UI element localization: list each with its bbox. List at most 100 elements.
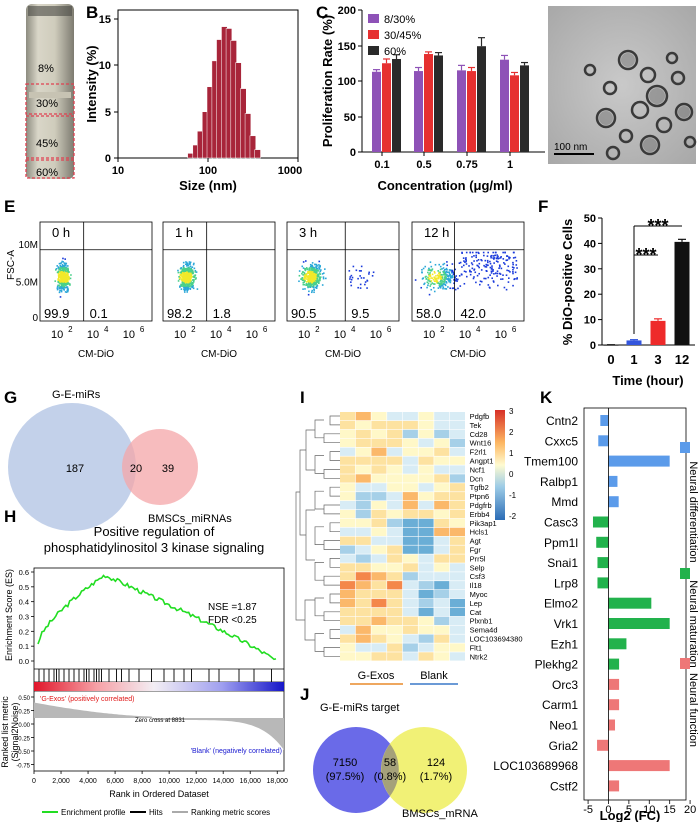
category-label: Neural maturation <box>687 580 699 667</box>
heat-cell <box>434 483 450 492</box>
heat-cell <box>340 429 356 439</box>
heat-cell <box>434 554 450 563</box>
heat-cell <box>355 536 371 545</box>
gene-label: Ralbp1 <box>540 475 578 489</box>
gsea-title: Positive regulation of <box>94 524 215 539</box>
heat-cell <box>387 465 403 474</box>
x-tick-label: 5 <box>626 804 632 816</box>
x-axis-title: Size (nm) <box>179 178 237 193</box>
zero-cross-label: Zero cross at 8831 <box>135 718 186 724</box>
heat-cell <box>371 625 387 634</box>
heat-cell <box>371 465 387 474</box>
heat-cell <box>355 643 371 652</box>
panel-b-size-histogram: 10 100 1000 0 5 10 15 Size (nm) Intensit… <box>84 9 302 193</box>
heat-cell <box>402 625 418 634</box>
heat-cell <box>371 474 387 483</box>
x-axis-title: Log2 (FC) <box>600 808 661 822</box>
heat-cell <box>449 492 465 501</box>
gene-label: Orc3 <box>552 678 578 692</box>
heat-cell <box>355 429 371 439</box>
x-tick-label: 10 <box>334 329 346 341</box>
gene-label: Mmd <box>551 495 578 509</box>
venn-right-label: BMSCs_miRNAs <box>148 513 232 525</box>
heat-cell <box>371 563 387 572</box>
gene-label: Fgr <box>470 546 482 555</box>
proliferation-bar <box>520 65 529 152</box>
heat-cell <box>418 483 434 492</box>
heat-cell <box>449 616 465 625</box>
y-tick-label: 10 <box>584 315 596 327</box>
x-tick-label: 1 <box>507 159 513 171</box>
log2fc-bar <box>598 435 609 447</box>
log2fc-bar <box>608 658 620 670</box>
heat-cell <box>434 492 450 501</box>
heat-cell <box>402 598 418 608</box>
nse-value: NSE =1.87 <box>208 602 257 613</box>
gene-label: Ezh1 <box>551 637 579 651</box>
heat-cell <box>340 634 356 643</box>
log2fc-bar <box>608 638 627 650</box>
x-tick-exp: 4 <box>227 325 232 334</box>
heat-cell <box>418 456 434 465</box>
heat-cell <box>355 652 371 661</box>
y-tick-label: 15 <box>99 14 111 26</box>
heat-cell <box>371 527 387 536</box>
heat-cell <box>449 581 465 590</box>
heat-cell <box>387 492 403 501</box>
gene-label: Myoc <box>470 590 488 599</box>
heat-cell <box>371 598 387 608</box>
heat-cell <box>387 509 403 519</box>
heat-cell <box>371 536 387 545</box>
proliferation-bar <box>414 71 423 152</box>
heat-cell <box>340 607 356 617</box>
gene-label: Plxnb1 <box>470 617 493 626</box>
heat-cell <box>434 563 450 572</box>
heat-cell <box>449 429 465 439</box>
es-tick-label: 0.4 <box>19 598 29 607</box>
heat-cell <box>434 634 450 643</box>
y-tick-label: 30 <box>584 264 596 276</box>
y-tick-label: 150 <box>338 41 356 53</box>
panel-letter: I <box>300 388 305 407</box>
heat-cell <box>418 652 434 661</box>
heat-cell <box>418 563 434 572</box>
right-percent: 9.5 <box>351 306 369 321</box>
gene-label: Prr5l <box>470 554 486 563</box>
heat-cell <box>371 652 387 661</box>
venn-left <box>8 403 136 531</box>
heat-cell <box>434 545 450 554</box>
heat-cell <box>355 563 371 572</box>
heat-cell <box>387 607 403 617</box>
group-label-blank: Blank <box>420 670 448 682</box>
log2fc-bar <box>608 678 620 690</box>
heat-cell <box>418 536 434 545</box>
heat-cell <box>418 509 434 519</box>
tube-photo <box>26 4 74 179</box>
dio-bar <box>626 340 642 345</box>
hit-lines <box>38 669 272 682</box>
proliferation-bar <box>424 54 433 152</box>
heat-cell <box>340 572 356 581</box>
heat-cell <box>340 474 356 483</box>
heat-cell <box>371 616 387 625</box>
heat-cell <box>449 483 465 492</box>
y-tick-label: 40 <box>584 238 596 250</box>
left-percent: 58.0 <box>416 306 441 321</box>
gene-label: Sema4d <box>470 626 498 635</box>
rank-tick-label: 0 <box>32 778 36 785</box>
es-tick-label: 0.1 <box>19 642 29 651</box>
gene-label: Cntn2 <box>546 414 578 428</box>
heat-cell <box>355 616 371 625</box>
dendrogram <box>295 415 340 657</box>
heat-cell <box>402 465 418 474</box>
gene-label: Ncf1 <box>470 465 485 474</box>
log2fc-bar <box>608 475 618 487</box>
y-axis-title: Proliferation Rate (%) <box>320 15 335 147</box>
proliferation-bar <box>372 71 381 152</box>
heat-cell <box>355 420 371 430</box>
heat-cell <box>387 634 403 643</box>
gene-label: Pdgfrb <box>470 501 492 510</box>
venn-right <box>122 429 198 505</box>
heat-cell <box>449 554 465 563</box>
x-tick-label: 10 <box>51 329 63 341</box>
